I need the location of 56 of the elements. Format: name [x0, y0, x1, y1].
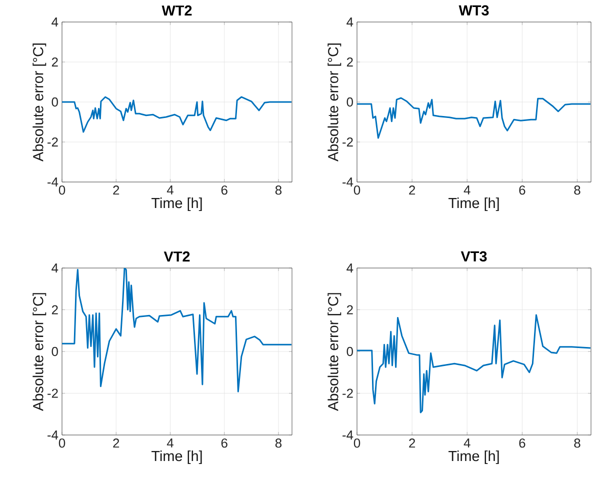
x-tick-label: 4: [464, 438, 470, 448]
line-series: [62, 268, 292, 392]
x-tick-label: 8: [574, 438, 580, 448]
x-tick-label: 0: [58, 186, 66, 195]
x-tick-label: 8: [275, 186, 282, 195]
y-axis-title: Absolute error [°C]: [328, 293, 342, 411]
y-axis-title: Absolute error [°C]: [328, 44, 342, 162]
x-tick-label: 6: [519, 186, 526, 195]
x-tick-label: 8: [275, 438, 282, 448]
y-tick-label: 0: [346, 97, 353, 107]
line-series: [357, 97, 592, 139]
y-tick-label: 4: [346, 264, 354, 272]
y-tick-label: 2: [52, 57, 58, 67]
y-tick-label: -2: [48, 388, 58, 398]
y-tick-label: 0: [346, 346, 353, 356]
x-tick-label: 4: [166, 186, 174, 194]
chart-title: VT3: [460, 251, 487, 262]
y-tick-label: 0: [52, 346, 58, 356]
x-axis-title: Time [h]: [448, 198, 499, 211]
x-tick-label: 2: [409, 438, 416, 448]
x-tick-label: 0: [354, 438, 360, 448]
x-tick-label: 4: [464, 186, 470, 194]
y-tick-label: -4: [342, 178, 354, 186]
y-tick-label: 4: [346, 18, 354, 26]
x-axis-title: Time [h]: [152, 198, 202, 211]
x-axis-title: Time [h]: [152, 450, 202, 464]
y-tick-label: 4: [52, 264, 58, 272]
x-tick-label: 2: [113, 438, 120, 448]
y-tick-label: 2: [346, 57, 353, 67]
x-tick-label: 4: [166, 438, 174, 448]
y-tick-label: 4: [52, 18, 58, 26]
x-tick-label: 0: [58, 438, 66, 448]
y-tick-label: -4: [48, 430, 58, 440]
x-tick-label: 2: [409, 186, 416, 195]
x-tick-label: 8: [574, 186, 580, 195]
y-tick-label: -2: [342, 137, 353, 147]
line-series: [62, 96, 292, 133]
x-tick-label: 2: [113, 186, 120, 195]
y-tick-label: -2: [342, 388, 353, 398]
y-axis-title: Absolute error [°C]: [32, 293, 46, 411]
y-tick-label: -4: [342, 430, 354, 440]
y-axis-title: Absolute error [°C]: [32, 44, 46, 162]
x-tick-label: 6: [221, 186, 228, 195]
chart-title: WT2: [162, 5, 192, 16]
y-tick-label: -2: [48, 137, 58, 147]
chart-title: WT3: [458, 5, 489, 16]
y-tick-label: 0: [52, 97, 58, 107]
chart-title: VT2: [164, 251, 190, 262]
x-tick-label: 6: [519, 438, 526, 448]
x-tick-label: 6: [221, 438, 228, 448]
x-tick-label: 0: [354, 186, 360, 195]
x-axis-title: Time [h]: [448, 450, 499, 464]
line-series: [357, 314, 592, 414]
y-tick-label: -4: [48, 178, 58, 186]
y-tick-label: 2: [346, 305, 353, 314]
y-tick-label: 2: [52, 305, 58, 314]
